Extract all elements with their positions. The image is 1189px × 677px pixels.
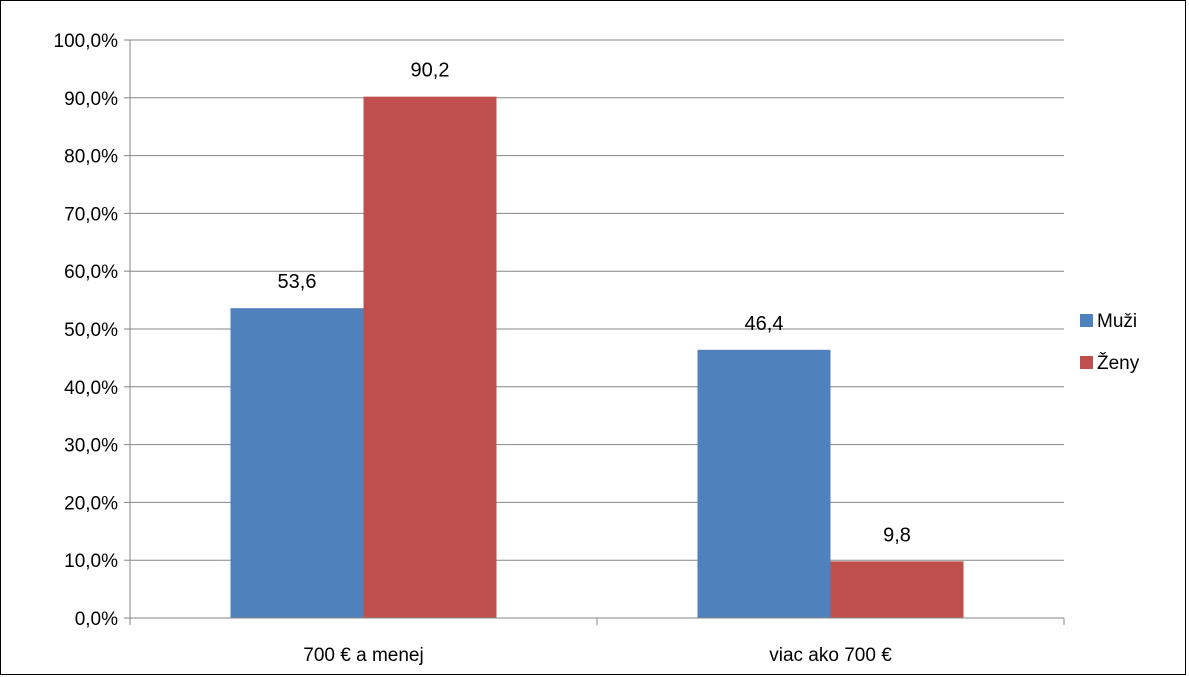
y-tick-label: 70,0%	[64, 204, 118, 225]
y-tick-label: 0,0%	[75, 609, 118, 630]
y-tick-label: 10,0%	[64, 551, 118, 572]
y-tick-label: 20,0%	[64, 493, 118, 514]
bar	[230, 308, 364, 618]
y-tick-label: 30,0%	[64, 436, 118, 457]
bar	[697, 349, 831, 618]
data-labels: 53,6 90,2 46,4 9,8	[278, 60, 911, 547]
legend-swatch	[1080, 314, 1093, 327]
y-tick-label: 100,0%	[54, 31, 119, 52]
y-tick-label: 80,0%	[64, 147, 118, 168]
bar	[363, 96, 497, 619]
data-label: 46,4	[745, 313, 784, 335]
legend-label: Ženy	[1097, 352, 1140, 374]
legend-label: Muži	[1097, 311, 1137, 332]
legend-swatch	[1080, 356, 1093, 369]
y-tick-label: 50,0%	[64, 320, 118, 341]
x-tick-label: viac ako 700 €	[769, 645, 892, 666]
y-tick-label: 40,0%	[64, 378, 118, 399]
data-label: 90,2	[411, 60, 450, 82]
data-label: 9,8	[883, 524, 911, 546]
y-tick-label: 90,0%	[64, 89, 118, 110]
data-label: 53,6	[278, 271, 317, 293]
axes: 0,0% 10,0% 20,0% 30,0% 40,0% 50,0% 60,0% 70,0% 8…	[54, 31, 1065, 666]
legend: Muži Ženy	[1080, 311, 1140, 374]
y-tick-label: 60,0%	[64, 262, 118, 283]
x-tick-label: 700 € a menej	[303, 645, 423, 666]
bar	[830, 561, 964, 618]
bars	[230, 96, 964, 619]
